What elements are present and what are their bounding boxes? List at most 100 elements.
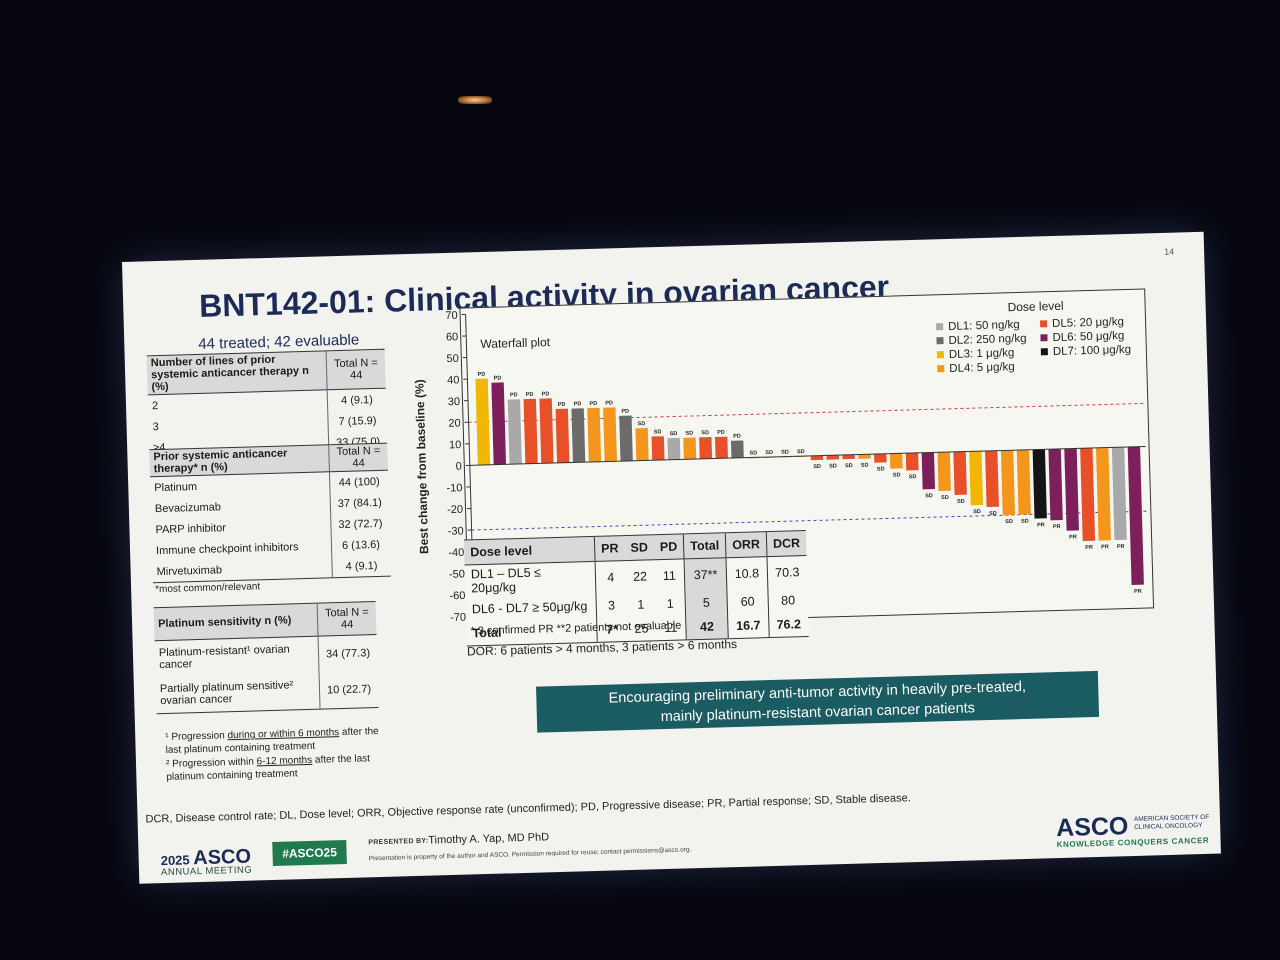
waterfall-bar bbox=[985, 450, 999, 508]
waterfall-bar bbox=[635, 428, 649, 461]
bar-response-label: SD bbox=[973, 509, 981, 515]
summary-cell: 10.8 bbox=[726, 556, 768, 591]
bar-response-label: PR bbox=[1117, 544, 1125, 550]
waterfall-bar bbox=[619, 415, 633, 462]
bar-response-label: PD bbox=[605, 400, 613, 406]
bar-response-label: PD bbox=[589, 401, 597, 407]
legend-label: DL6: 50 μg/kg bbox=[1052, 330, 1124, 344]
waterfall-bar bbox=[1000, 450, 1016, 516]
legend-label: DL2: 250 ng/kg bbox=[948, 333, 1026, 347]
summary-header: PD bbox=[653, 533, 685, 560]
summary-cell: 37** bbox=[684, 557, 727, 592]
waterfall-bar bbox=[810, 455, 824, 461]
legend-swatch bbox=[1040, 334, 1048, 342]
waterfall-bar bbox=[491, 382, 507, 465]
legend-swatch bbox=[936, 351, 945, 359]
bar-response-label: SD bbox=[685, 431, 693, 437]
legend-label: DL7: 100 μg/kg bbox=[1053, 344, 1132, 358]
bar-response-label: SD bbox=[813, 464, 821, 470]
bar-response-label: PD bbox=[542, 391, 550, 397]
platinum-row-value: 10 (22.7) bbox=[319, 671, 379, 710]
bar-response-label: PR bbox=[1134, 589, 1142, 595]
waterfall-bar bbox=[1064, 448, 1079, 531]
bar-response-label: SD bbox=[654, 429, 662, 435]
bar-response-label: SD bbox=[957, 499, 965, 505]
bar-response-label: SD bbox=[829, 463, 837, 469]
legend-label: DL1: 50 ng/kg bbox=[948, 319, 1020, 333]
y-tick-label: 10 bbox=[449, 439, 462, 451]
bar-response-label: SD bbox=[941, 495, 949, 501]
summary-header: DCR bbox=[766, 530, 807, 557]
waterfall-bar bbox=[1127, 446, 1144, 585]
reference-line bbox=[468, 402, 1145, 423]
summary-cell: 1 bbox=[666, 596, 674, 611]
y-tick-label: -70 bbox=[450, 612, 466, 624]
summary-header: SD bbox=[624, 534, 655, 561]
bar-response-label: PD bbox=[717, 430, 725, 436]
summary-cell: DL1 – DL5 ≤ 20μg/kg bbox=[470, 565, 542, 596]
legend-label: DL5: 20 μg/kg bbox=[1052, 316, 1124, 330]
summary-cell: 60 bbox=[726, 589, 769, 615]
y-tick-label: 20 bbox=[448, 417, 461, 429]
waterfall-bar bbox=[1080, 447, 1096, 542]
waterfall-bar bbox=[969, 451, 984, 506]
waterfall-bar bbox=[1095, 447, 1111, 541]
waterfall-bar bbox=[587, 407, 602, 463]
summary-cell: 1 bbox=[637, 597, 645, 612]
bar-response-label: SD bbox=[749, 450, 757, 456]
waterfall-bar bbox=[921, 452, 936, 490]
bar-response-label: SD bbox=[638, 421, 646, 427]
key-takeaway-callout: Encouraging preliminary anti-tumor activ… bbox=[536, 670, 1100, 733]
y-tick-label: 70 bbox=[445, 310, 458, 322]
waterfall-bar bbox=[603, 407, 617, 462]
y-tick-label: -40 bbox=[448, 547, 464, 559]
bar-response-label: PD bbox=[621, 409, 629, 415]
legend-title: Dose level bbox=[1007, 299, 1063, 315]
bar-response-label: PR bbox=[1069, 534, 1077, 540]
bar-response-label: PR bbox=[1101, 544, 1109, 550]
y-tick-label: -10 bbox=[446, 482, 462, 494]
chart-title: Waterfall plot bbox=[480, 335, 551, 351]
waterfall-bar bbox=[858, 454, 871, 459]
summary-cell: DL6 - DL7 ≥ 50μg/kg bbox=[471, 599, 588, 617]
legend-label: DL3: 1 μg/kg bbox=[949, 347, 1015, 361]
waterfall-bar bbox=[555, 408, 570, 463]
bar-response-label: PR bbox=[1085, 545, 1093, 551]
legend-swatch bbox=[936, 337, 944, 345]
bar-response-label: PD bbox=[733, 434, 741, 440]
bar-response-label: SD bbox=[989, 511, 997, 517]
waterfall-bar bbox=[571, 408, 586, 463]
bar-response-label: SD bbox=[845, 463, 853, 469]
waterfall-bar bbox=[475, 378, 491, 466]
y-tick-label: 40 bbox=[447, 374, 460, 386]
presentation-slide: BNT142-01: Clinical activity in ovarian … bbox=[122, 231, 1221, 884]
waterfall-bar bbox=[714, 436, 728, 459]
waterfall-bar bbox=[905, 452, 919, 471]
y-tick-label: -50 bbox=[449, 568, 465, 580]
legend-swatch bbox=[936, 323, 944, 331]
y-axis-label: Best change from baseline (%) bbox=[412, 379, 431, 554]
presenter-name: Timothy A. Yap, MD PhD bbox=[428, 831, 550, 847]
room-light bbox=[458, 96, 492, 104]
waterfall-bar bbox=[1016, 449, 1031, 515]
waterfall-bar bbox=[889, 453, 903, 469]
bar-response-label: SD bbox=[701, 430, 709, 436]
bar-response-label: SD bbox=[797, 449, 805, 455]
legend-swatch bbox=[1039, 320, 1048, 328]
y-tick-label: -60 bbox=[449, 590, 465, 602]
legend-label: DL4: 5 μg/kg bbox=[949, 361, 1015, 375]
bar-response-label: SD bbox=[781, 449, 789, 455]
y-tick-label: 0 bbox=[456, 461, 462, 473]
summary-cell: 70.3 bbox=[766, 555, 808, 590]
bar-response-label: SD bbox=[893, 472, 901, 478]
waterfall-bar bbox=[826, 455, 840, 460]
waterfall-bar bbox=[730, 440, 744, 459]
waterfall-bar bbox=[1111, 447, 1127, 541]
summary-cell: 76.2 bbox=[768, 611, 809, 638]
waterfall-bar bbox=[507, 399, 522, 465]
summary-cell: 11 bbox=[662, 568, 677, 584]
bar-response-label: SD bbox=[861, 463, 869, 469]
bar-response-label: SD bbox=[670, 431, 678, 437]
waterfall-bar bbox=[651, 436, 665, 461]
bar-response-label: SD bbox=[765, 450, 773, 456]
